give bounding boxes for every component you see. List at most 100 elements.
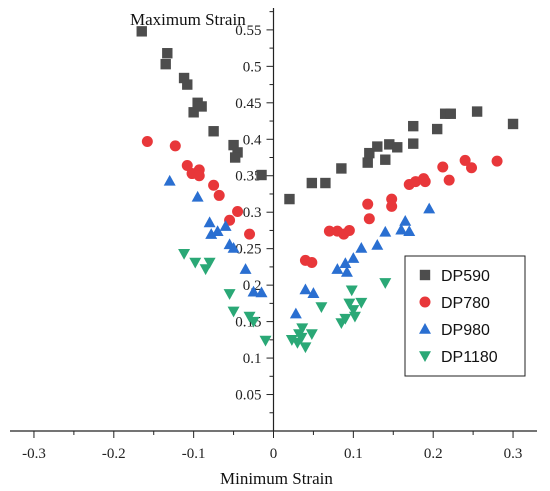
data-point [196,101,207,112]
data-point [162,48,173,59]
data-point [331,263,344,274]
data-point [380,154,391,165]
data-point [336,163,347,174]
x-axis-title: Minimum Strain [220,469,333,488]
data-point [205,228,218,239]
x-tick-label: -0.1 [182,446,206,462]
data-point [203,216,216,228]
data-point [182,79,193,90]
data-point [293,329,306,340]
legend-label: DP980 [441,322,490,339]
data-point [345,285,358,297]
y-tick-label: 0.5 [243,59,262,75]
data-point [384,139,395,150]
y-tick-label: 0.55 [235,23,261,39]
data-point [320,177,331,189]
data-point [348,311,361,323]
x-tick-label: 0 [270,446,278,462]
data-point [347,305,360,316]
data-point [178,248,191,260]
data-point [340,266,353,277]
y-tick-label: 0.2 [243,278,262,294]
data-point [259,335,272,347]
data-point [178,72,190,84]
data-point [437,161,449,173]
data-point [339,257,352,269]
data-point [160,58,171,70]
y-tick-label: 0.3 [243,205,262,221]
data-point [395,223,408,235]
data-point [247,285,260,297]
data-point [403,225,416,236]
data-point [408,120,419,132]
data-point [363,213,375,225]
data-point [355,297,368,309]
series-dp590 [136,26,519,205]
data-point [306,177,318,189]
y-ticks: 0.050.10.150.20.250.30.350.40.450.50.55 [235,11,274,414]
series-dp1180 [178,248,392,354]
x-tick-label: 0.1 [344,446,363,462]
legend-marker [419,323,431,334]
data-point [355,241,368,253]
data-point [227,241,240,253]
legend-label: DP590 [441,268,490,285]
data-point [445,108,456,119]
data-point [199,264,212,276]
data-point [223,289,236,300]
y-tick-label: 0.05 [235,388,261,404]
legend-items: DP590 DP780 DP980 DP1180 [419,268,498,366]
data-point [466,162,478,174]
data-point [239,263,252,274]
data-point [244,228,256,240]
legend-marker [419,269,431,281]
data-point [439,108,451,119]
data-point [191,190,204,202]
data-point [372,141,383,152]
data-point [306,257,318,269]
data-point [181,160,193,172]
series-dp980 [163,174,436,319]
data-point [247,316,260,328]
data-point [289,307,302,319]
data-point [315,302,328,313]
data-point [307,287,320,298]
data-point [193,170,205,182]
data-point [459,154,471,166]
data-point [189,257,202,269]
y-tick-label: 0.1 [243,351,262,367]
data-point [347,252,360,263]
x-ticks: -0.3 -0.2 -0.1 0 0.1 0.2 0.3 [22,431,522,462]
data-point [379,278,392,289]
x-tick-label: 0.3 [504,446,523,462]
y-tick-label: 0.45 [235,96,261,112]
data-point [323,225,335,237]
legend: DP590 DP780 DP980 DP1180 [404,255,526,377]
data-point [213,189,225,201]
data-point [211,225,224,236]
data-point [296,323,309,335]
data-point [443,174,455,186]
data-point [284,193,295,205]
data-point [371,239,384,250]
data-point [386,200,398,212]
x-tick-label: -0.3 [22,446,46,462]
data-point [255,286,268,298]
data-point [141,135,153,147]
data-point [408,138,419,149]
data-point [471,106,483,117]
data-point [431,123,443,135]
data-point [229,152,241,163]
y-tick-label: 0.25 [235,242,261,258]
x-tick-label: -0.2 [102,446,126,462]
y-tick-label: 0.4 [243,132,262,148]
data-point [392,142,403,153]
data-point [228,139,239,151]
data-point [232,205,244,217]
y-axis-title: Maximum Strain [130,10,246,29]
data-point [399,214,412,226]
data-point [305,329,318,340]
legend-marker [419,296,431,308]
data-point [343,298,356,310]
legend-label: DP1180 [441,349,498,366]
